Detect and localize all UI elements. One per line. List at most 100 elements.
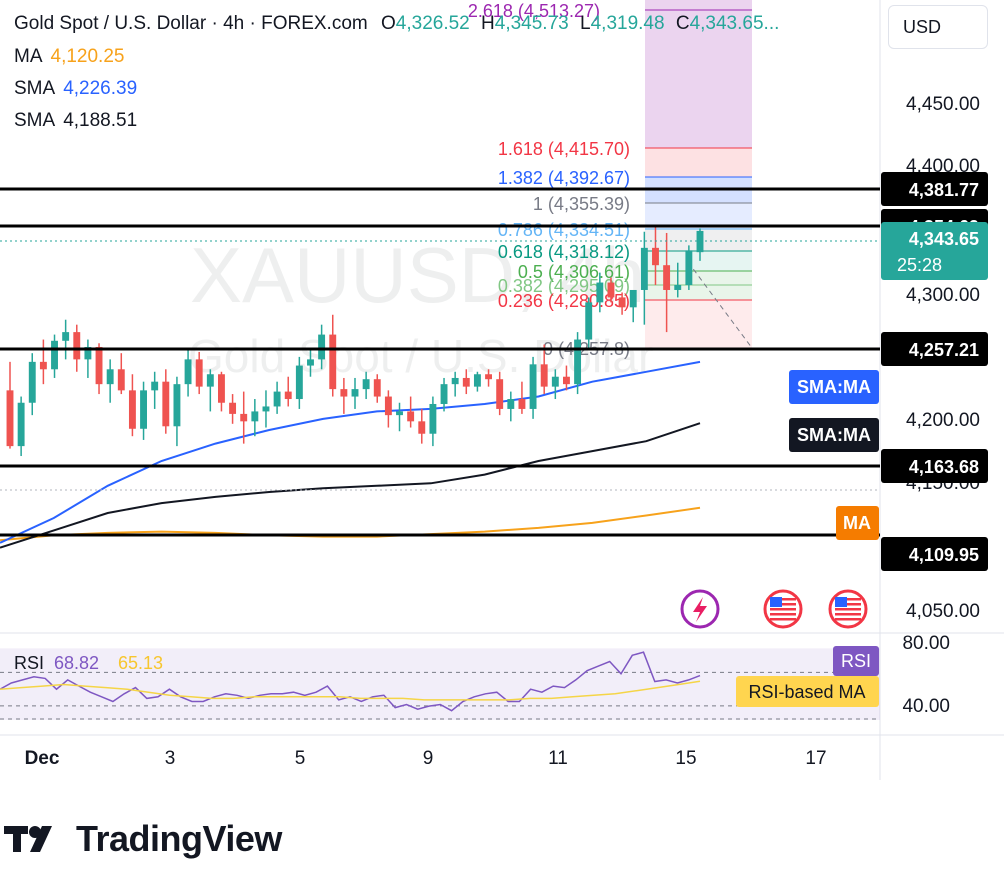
- fib-label: 1.382 (4,392.67): [498, 168, 630, 188]
- fib-zone-0618: [645, 251, 752, 271]
- candle: [496, 371, 504, 416]
- candle-body: [462, 377, 470, 387]
- low-value: 4,319.48: [590, 13, 665, 34]
- candle: [384, 390, 392, 428]
- flag-stripe: [770, 598, 796, 601]
- candle-body: [496, 379, 504, 409]
- candle-body: [396, 411, 403, 416]
- us-flag-event-icon: [763, 589, 803, 629]
- level-price-text: 4,109.95: [909, 545, 979, 565]
- candle-body: [507, 399, 515, 409]
- legend-sma1-name: SMA: [14, 78, 56, 99]
- candle-body: [117, 369, 125, 391]
- candle: [95, 343, 103, 395]
- bar-countdown-text: 25:28: [897, 255, 942, 275]
- rsi-ma-badge-text: RSI-based MA: [748, 682, 865, 702]
- rsi-ma-line: [0, 680, 701, 701]
- candle: [540, 344, 548, 395]
- watermark-ticker: XAUUSD, 4h: [190, 231, 645, 319]
- flag-stripe: [770, 603, 796, 606]
- legend-sma1-value: 4,226.39: [63, 78, 138, 99]
- candle: [373, 374, 381, 403]
- candle-body: [351, 389, 359, 397]
- brand-name: TradingView: [76, 818, 282, 859]
- candle: [28, 353, 36, 416]
- flag-canton: [770, 597, 782, 607]
- rsi-legend-name: RSI: [14, 653, 44, 673]
- candle: [696, 228, 704, 261]
- candle-body: [284, 391, 292, 400]
- candle-body: [262, 406, 270, 412]
- chart-area[interactable]: XAUUSD, 4h Gold Spot / U.S. Dollar 2.618 (…: [0, 0, 1004, 780]
- level-price-badge: [881, 537, 988, 571]
- candle: [117, 353, 125, 395]
- price-tick-label: 4,300.00: [906, 285, 980, 306]
- candle-body: [607, 282, 615, 298]
- candle-body: [418, 421, 426, 434]
- sma-line-1: [0, 360, 701, 544]
- candle-body: [585, 302, 593, 340]
- level-price-badge: [881, 172, 988, 206]
- candle-body: [251, 411, 259, 422]
- candle-body: [451, 377, 459, 385]
- candle: [518, 381, 526, 414]
- candle: [39, 339, 47, 385]
- candle-body: [618, 297, 626, 308]
- legend-sma-2[interactable]: SMA 4,188.51: [14, 110, 137, 132]
- rsi-tick-label: 80.00: [902, 633, 950, 654]
- currency-button[interactable]: USD: [888, 5, 988, 49]
- last-price-badge: [881, 222, 988, 280]
- price-tick-label-hidden: 4,400.00: [906, 156, 980, 177]
- candle: [674, 262, 682, 298]
- candle-body: [273, 391, 281, 407]
- candle-body: [596, 282, 604, 303]
- time-tick-label: 3: [165, 748, 176, 769]
- candle-body: [240, 413, 248, 422]
- legend-sma-1[interactable]: SMA 4,226.39: [14, 78, 137, 100]
- rsi-line: [0, 651, 701, 712]
- candle-body: [529, 364, 537, 409]
- legend-ma[interactable]: MA 4,120.25: [14, 46, 124, 68]
- candle-body: [51, 340, 58, 370]
- tradingview-logo[interactable]: TradingView: [4, 818, 282, 860]
- candle-body: [173, 384, 181, 427]
- candle-body: [652, 247, 659, 266]
- candle: [51, 334, 58, 378]
- candle: [551, 369, 559, 400]
- candle-body: [6, 390, 14, 447]
- candle-body: [574, 339, 582, 385]
- sma-line-2: [0, 422, 701, 549]
- candle: [585, 297, 593, 350]
- candle: [307, 349, 314, 377]
- rsi-badge: [833, 646, 879, 676]
- flag-stripe: [770, 618, 796, 621]
- symbol-title[interactable]: Gold Spot / U.S. Dollar · 4h · FOREX.com: [14, 13, 368, 34]
- candle-body: [128, 390, 136, 429]
- candle-body: [640, 247, 648, 290]
- candle-body: [28, 361, 36, 403]
- time-tick-label: 9: [423, 748, 434, 769]
- flag-stripe: [770, 613, 796, 616]
- candle: [418, 408, 426, 444]
- candle: [17, 396, 25, 457]
- candle-body: [39, 361, 47, 370]
- candle-body: [663, 265, 671, 290]
- time-tick-label: 5: [295, 748, 306, 769]
- fib-label: 1 (4,355.39): [533, 194, 630, 214]
- low-label: L: [580, 13, 591, 34]
- fib-label: 1.618 (4,415.70): [498, 139, 630, 159]
- candle: [451, 371, 459, 397]
- candle: [663, 232, 671, 333]
- sma-ma-badge-2: [789, 418, 879, 452]
- sma-ma-badge-2-text: SMA:MA: [797, 425, 871, 445]
- candle-body: [195, 359, 203, 387]
- candle: [6, 361, 14, 449]
- candle: [273, 381, 281, 414]
- candle: [284, 376, 292, 407]
- candle-body: [440, 384, 448, 404]
- close-label: C: [675, 13, 690, 34]
- candle: [440, 377, 448, 412]
- candle: [473, 371, 481, 392]
- fib-label: 0.5 (4,306.61): [518, 262, 630, 282]
